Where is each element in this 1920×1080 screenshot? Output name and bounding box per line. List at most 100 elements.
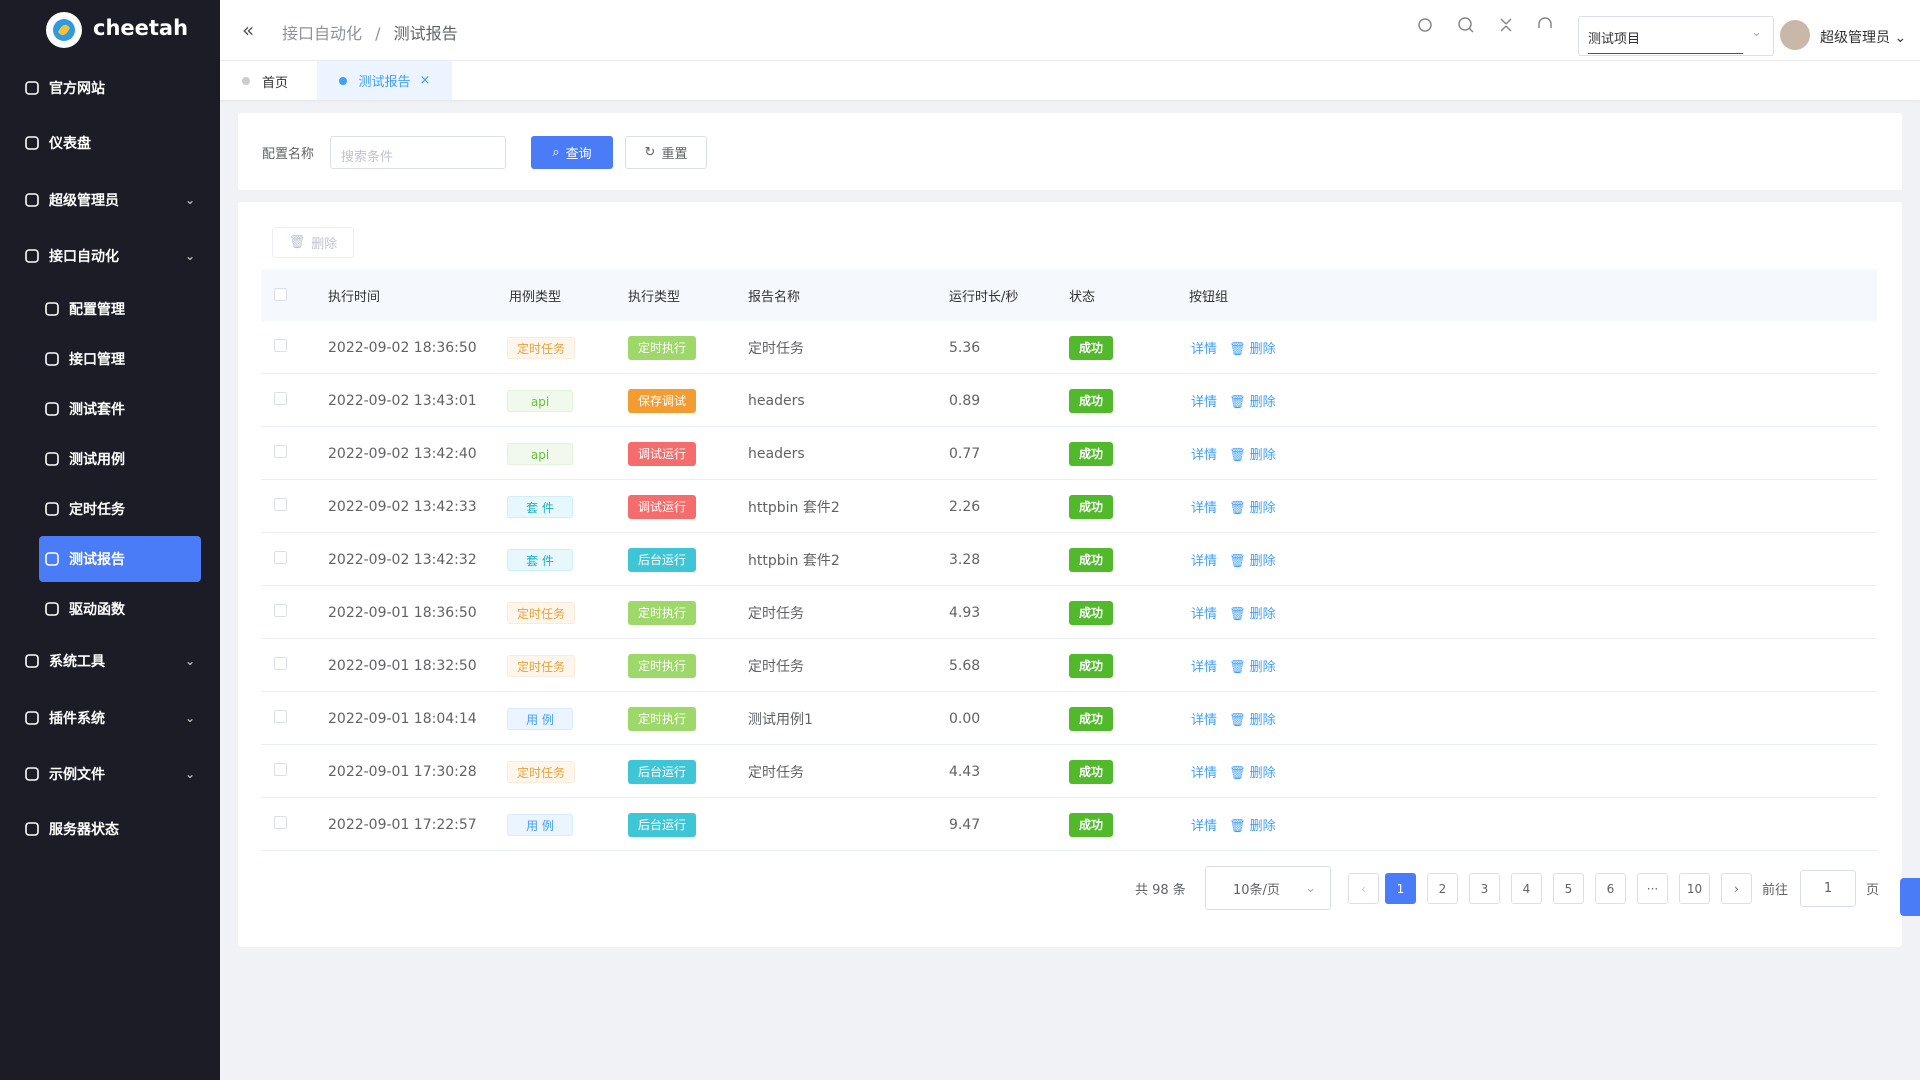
menu-label: 驱动函数 <box>69 602 125 618</box>
menu-item[interactable]: 测试套件 <box>44 397 195 421</box>
menu-item[interactable]: 超级管理员 ⌄ <box>24 188 195 212</box>
row-divider <box>261 479 1877 480</box>
detail-link[interactable]: 详情 <box>1191 501 1218 516</box>
page-button[interactable]: 10 <box>1679 873 1710 904</box>
menu-icon <box>45 502 59 516</box>
detail-link[interactable]: 详情 <box>1191 819 1218 834</box>
delete-link[interactable]: 🗑 删除 <box>1229 342 1276 357</box>
delete-link[interactable]: 🗑 删除 <box>1229 607 1276 622</box>
collapse-icon[interactable]: « <box>242 18 255 42</box>
row-checkbox[interactable] <box>274 339 287 352</box>
user-name[interactable]: 超级管理员 ⌄ <box>1820 30 1907 46</box>
page-button[interactable]: 2 <box>1427 873 1458 904</box>
row-checkbox[interactable] <box>274 392 287 405</box>
page-button[interactable]: 6 <box>1595 873 1626 904</box>
breadcrumb-item[interactable]: 接口自动化 <box>282 24 363 43</box>
menu-item[interactable]: 系统工具 ⌄ <box>24 649 195 673</box>
query-button[interactable]: ⌕ 查询 <box>531 136 613 169</box>
settings-float[interactable] <box>1900 878 1920 916</box>
menu-item[interactable]: 接口管理 <box>44 347 195 371</box>
menu-item[interactable]: 接口自动化 ⌄ <box>24 244 195 268</box>
case-type-cell: 定时任务 <box>507 745 576 798</box>
avatar[interactable] <box>1780 20 1810 50</box>
page-button[interactable]: 5 <box>1553 873 1584 904</box>
delete-link[interactable]: 🗑 删除 <box>1229 766 1276 781</box>
menu-icon <box>25 249 39 263</box>
detail-link[interactable]: 详情 <box>1191 713 1218 728</box>
tab[interactable]: 首页 <box>242 70 288 92</box>
menu-label: 仪表盘 <box>49 136 91 152</box>
menu-item[interactable]: 驱动函数 <box>44 597 195 621</box>
delete-link[interactable]: 🗑 删除 <box>1229 395 1276 410</box>
goto-input[interactable]: 1 <box>1800 870 1856 907</box>
page-button[interactable]: ··· <box>1637 873 1668 904</box>
row-checkbox[interactable] <box>274 763 287 776</box>
tab-active[interactable]: 测试报告 × <box>317 61 452 100</box>
menu-item[interactable]: 测试用例 <box>44 447 195 471</box>
detail-link[interactable]: 详情 <box>1191 395 1218 410</box>
search-input[interactable]: 搜索条件 <box>330 136 506 169</box>
menu-item[interactable]: 服务器状态 <box>24 817 195 841</box>
menu-item-active[interactable]: 测试报告 <box>44 547 195 571</box>
exec-time: 2022-09-02 13:42:33 <box>328 498 477 515</box>
status-tag: 成功 <box>1069 547 1114 572</box>
delete-link[interactable]: 🗑 删除 <box>1229 501 1276 516</box>
header-checkbox[interactable] <box>274 288 287 301</box>
detail-link[interactable]: 详情 <box>1191 766 1218 781</box>
menu-item[interactable]: 官方网站 <box>24 76 195 100</box>
row-checkbox[interactable] <box>274 816 287 829</box>
row-checkbox[interactable] <box>274 657 287 670</box>
delete-link[interactable]: 🗑 删除 <box>1229 554 1276 569</box>
detail-link[interactable]: 详情 <box>1191 554 1218 569</box>
logo-icon <box>46 12 82 48</box>
page-button[interactable]: 3 <box>1469 873 1500 904</box>
project-select[interactable]: 测试项目 ⌄ <box>1578 16 1774 56</box>
exec-type-cell: 调试运行 <box>628 427 697 480</box>
page-button[interactable]: 4 <box>1511 873 1542 904</box>
delete-button[interactable]: 🗑 删除 <box>272 227 354 258</box>
menu-item[interactable]: 配置管理 <box>44 297 195 321</box>
reset-button[interactable]: ↻ 重置 <box>625 136 707 169</box>
header-icons[interactable] <box>1415 15 1565 35</box>
search-card: 配置名称 搜索条件 ⌕ 查询 ↻ 重置 <box>238 113 1902 190</box>
prev-button[interactable]: ‹ <box>1348 873 1379 904</box>
next-button[interactable]: › <box>1721 873 1752 904</box>
menu-label: 测试报告 <box>69 552 125 568</box>
delete-link[interactable]: 🗑 删除 <box>1229 660 1276 675</box>
delete-link[interactable]: 🗑 删除 <box>1229 448 1276 463</box>
exec-time: 2022-09-02 18:36:50 <box>328 339 477 356</box>
exec-time: 2022-09-02 13:42:32 <box>328 551 477 568</box>
detail-link[interactable]: 详情 <box>1191 342 1218 357</box>
row-checkbox[interactable] <box>274 710 287 723</box>
case-type-tag: 套 件 <box>507 548 573 571</box>
report-name: headers <box>748 392 805 409</box>
row-checkbox[interactable] <box>274 551 287 564</box>
menu-item[interactable]: 仪表盘 <box>24 131 195 155</box>
menu-item[interactable]: 插件系统 ⌄ <box>24 706 195 730</box>
case-type-cell: 套 件 <box>507 480 573 533</box>
exec-type-tag: 保存调试 <box>628 388 697 413</box>
menu-label: 定时任务 <box>69 502 125 518</box>
exec-type-cell: 后台运行 <box>628 533 697 586</box>
page-current[interactable]: 1 <box>1385 873 1416 904</box>
detail-link[interactable]: 详情 <box>1191 607 1218 622</box>
exec-type-tag: 定时执行 <box>628 335 697 360</box>
exec-time: 2022-09-01 17:30:28 <box>328 763 477 780</box>
menu-label: 超级管理员 <box>49 193 119 209</box>
delete-link[interactable]: 🗑 删除 <box>1229 819 1276 834</box>
breadcrumb: 接口自动化 / 测试报告 <box>282 24 458 43</box>
page-size-select[interactable]: 10条/页 ⌄ <box>1205 866 1331 910</box>
report-name: 定时任务 <box>748 605 804 622</box>
row-checkbox[interactable] <box>274 498 287 511</box>
menu-item[interactable]: 定时任务 <box>44 497 195 521</box>
exec-type-cell: 定时执行 <box>628 692 697 745</box>
row-checkbox[interactable] <box>274 445 287 458</box>
delete-link[interactable]: 🗑 删除 <box>1229 713 1276 728</box>
menu-item[interactable]: 示例文件 ⌄ <box>24 762 195 786</box>
detail-link[interactable]: 详情 <box>1191 660 1218 675</box>
row-divider <box>261 744 1877 745</box>
menu-icon <box>25 711 39 725</box>
duration: 2.26 <box>949 498 981 515</box>
row-checkbox[interactable] <box>274 604 287 617</box>
detail-link[interactable]: 详情 <box>1191 448 1218 463</box>
